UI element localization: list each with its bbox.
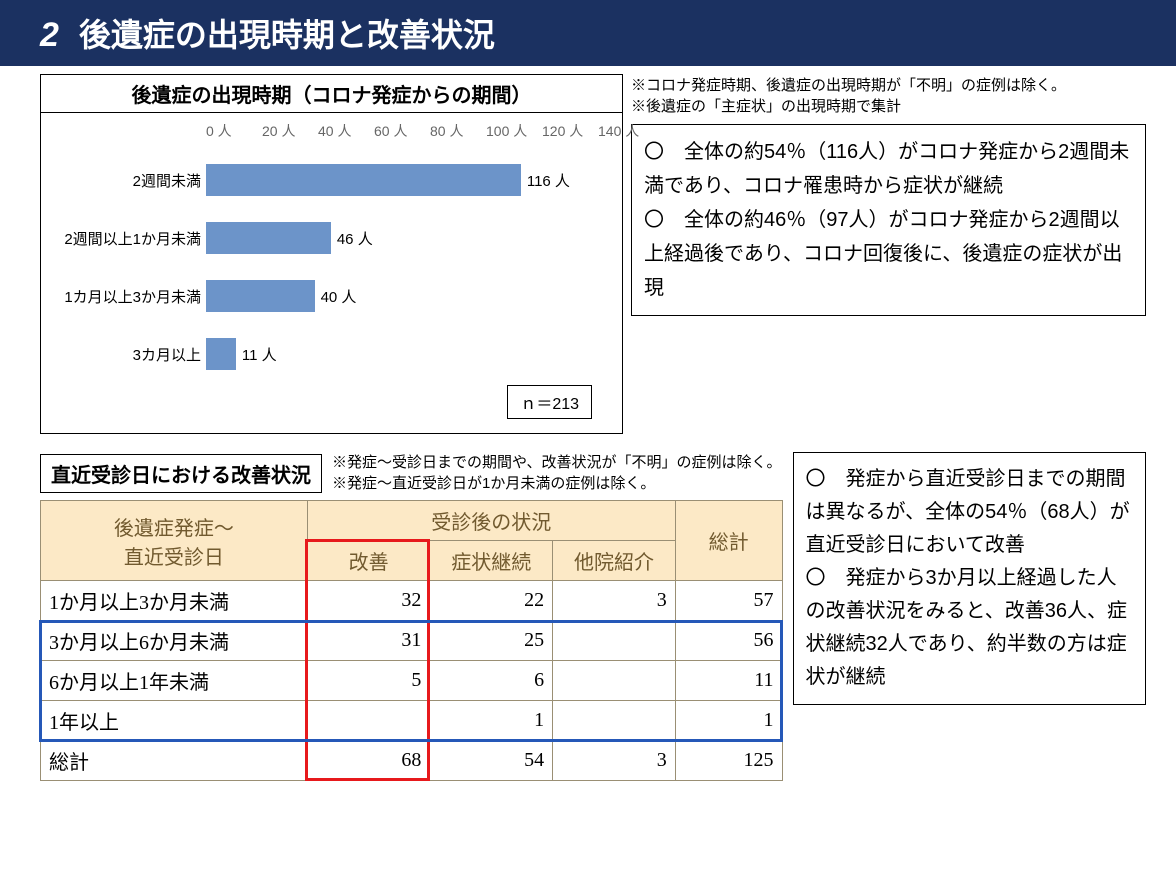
data-cell: 31 bbox=[307, 621, 430, 661]
bar-category-label: 1カ月以上3か月未満 bbox=[56, 286, 201, 307]
content-area: 後遺症の出現時期（コロナ発症からの期間） ｎ＝213 0 人 20 人 40 人 60… bbox=[0, 66, 1176, 801]
bullet-line: 〇 全体の約54％（116人）がコロナ発症から2週間未満であり、コロナ罹患時から… bbox=[644, 135, 1133, 203]
row-label-cell: 総計 bbox=[41, 741, 308, 781]
bar-row: 2週間以上1か月未満46 人 bbox=[206, 213, 586, 263]
chart-plot-area: ｎ＝213 0 人 20 人 40 人 60 人 80 人 100 人 120 人 140 人… bbox=[41, 113, 622, 433]
section2-header-row: 直近受診日における改善状況 ※発症～受診日までの期間や、改善状況が「不明」の症例… bbox=[40, 452, 783, 494]
bar-row: 2週間未満116 人 bbox=[206, 155, 586, 205]
bar-category-label: 2週間未満 bbox=[56, 170, 201, 191]
col-header-total: 総計 bbox=[675, 501, 782, 581]
note-line: ※発症～直近受診日が1か月未満の症例は除く。 bbox=[332, 473, 782, 494]
data-cell bbox=[307, 701, 430, 741]
col-subheader: 改善 bbox=[307, 541, 430, 581]
table-row: 6か月以上1年未満56 11 bbox=[41, 661, 783, 701]
row-label-cell: 6か月以上1年未満 bbox=[41, 661, 308, 701]
bar bbox=[206, 222, 331, 254]
data-cell bbox=[553, 621, 676, 661]
data-cell: 56 bbox=[675, 621, 782, 661]
section-2: 直近受診日における改善状況 ※発症～受診日までの期間や、改善状況が「不明」の症例… bbox=[40, 452, 1146, 781]
bar bbox=[206, 338, 236, 370]
top-bullets-box: 〇 全体の約54％（116人）がコロナ発症から2週間未満であり、コロナ罹患時から… bbox=[631, 124, 1146, 316]
row-label-cell: 1か月以上3か月未満 bbox=[41, 581, 308, 621]
data-cell: 3 bbox=[553, 581, 676, 621]
table-row: 1か月以上3か月未満3222357 bbox=[41, 581, 783, 621]
col-header-status-group: 受診後の状況 bbox=[307, 501, 675, 541]
data-cell bbox=[553, 701, 676, 741]
table-row: 3か月以上6か月未満3125 56 bbox=[41, 621, 783, 661]
data-cell: 57 bbox=[675, 581, 782, 621]
top-notes: ※コロナ発症時期、後遺症の出現時期が「不明」の症例は除く。※後遺症の「主症状」の… bbox=[631, 74, 1146, 116]
data-cell: 68 bbox=[307, 741, 430, 781]
section2-notes: ※発症～受診日までの期間や、改善状況が「不明」の症例は除く。※発症～直近受診日が… bbox=[332, 452, 782, 494]
data-cell: 3 bbox=[553, 741, 676, 781]
bar-value-label: 40 人 bbox=[321, 286, 357, 307]
bar bbox=[206, 164, 521, 196]
bar-value-label: 46 人 bbox=[337, 228, 373, 249]
banner-number: 2 bbox=[40, 16, 59, 55]
note-line: ※発症～受診日までの期間や、改善状況が「不明」の症例は除く。 bbox=[332, 452, 782, 473]
data-cell: 1 bbox=[675, 701, 782, 741]
bullet-line: 〇 発症から3か月以上経過した人の改善状況をみると、改善36人、症状継続32人で… bbox=[806, 562, 1133, 694]
x-tick-label: 40 人 bbox=[318, 121, 328, 141]
x-tick-label: 140 人 bbox=[598, 121, 608, 141]
data-cell: 22 bbox=[430, 581, 553, 621]
row-label-cell: 1年以上 bbox=[41, 701, 308, 741]
chart-container: 後遺症の出現時期（コロナ発症からの期間） ｎ＝213 0 人 20 人 40 人 60… bbox=[40, 74, 623, 434]
data-cell: 32 bbox=[307, 581, 430, 621]
data-cell: 54 bbox=[430, 741, 553, 781]
note-line: ※後遺症の「主症状」の出現時期で集計 bbox=[631, 95, 1146, 116]
table-row: 1年以上 1 1 bbox=[41, 701, 783, 741]
bar bbox=[206, 280, 315, 312]
col-header-period: 後遺症発症～直近受診日 bbox=[41, 501, 308, 581]
bar-row: 3カ月以上11 人 bbox=[206, 329, 586, 379]
x-tick-label: 60 人 bbox=[374, 121, 384, 141]
bar-category-label: 3カ月以上 bbox=[56, 344, 201, 365]
row-label-cell: 3か月以上6か月未満 bbox=[41, 621, 308, 661]
x-tick-label: 80 人 bbox=[430, 121, 440, 141]
x-tick-label: 100 人 bbox=[486, 121, 496, 141]
chart-title: 後遺症の出現時期（コロナ発症からの期間） bbox=[41, 75, 622, 113]
x-tick-label: 20 人 bbox=[262, 121, 272, 141]
note-line: ※コロナ発症時期、後遺症の出現時期が「不明」の症例は除く。 bbox=[631, 74, 1146, 95]
bullet-line: 〇 全体の約46％（97人）がコロナ発症から2週間以上経過後であり、コロナ回復後… bbox=[644, 203, 1133, 305]
x-tick-label: 0 人 bbox=[206, 121, 216, 141]
table-row: 総計68543125 bbox=[41, 741, 783, 781]
section2-title: 直近受診日における改善状況 bbox=[40, 454, 322, 493]
data-cell: 6 bbox=[430, 661, 553, 701]
section-banner: 2 後遺症の出現時期と改善状況 bbox=[0, 0, 1176, 66]
chart-n-label: ｎ＝213 bbox=[507, 385, 592, 419]
bar-row: 1カ月以上3か月未満40 人 bbox=[206, 271, 586, 321]
data-cell: 11 bbox=[675, 661, 782, 701]
bar-value-label: 11 人 bbox=[242, 344, 277, 365]
bar-value-label: 116 人 bbox=[527, 170, 570, 191]
col-subheader: 症状継続 bbox=[430, 541, 553, 581]
top-row: 後遺症の出現時期（コロナ発症からの期間） ｎ＝213 0 人 20 人 40 人 60… bbox=[40, 74, 1146, 434]
data-cell: 125 bbox=[675, 741, 782, 781]
section2-bullets-box: 〇 発症から直近受診日までの期間は異なるが、全体の54％（68人）が直近受診日に… bbox=[793, 452, 1146, 705]
banner-title: 後遺症の出現時期と改善状況 bbox=[79, 10, 495, 56]
top-right-column: ※コロナ発症時期、後遺症の出現時期が「不明」の症例は除く。※後遺症の「主症状」の… bbox=[631, 74, 1146, 316]
bullet-line: 〇 発症から直近受診日までの期間は異なるが、全体の54％（68人）が直近受診日に… bbox=[806, 463, 1133, 562]
x-tick-label: 120 人 bbox=[542, 121, 552, 141]
improvement-table: 後遺症発症～直近受診日受診後の状況総計改善症状継続他院紹介1か月以上3か月未満3… bbox=[40, 500, 783, 781]
col-subheader: 他院紹介 bbox=[553, 541, 676, 581]
data-cell: 1 bbox=[430, 701, 553, 741]
data-cell bbox=[553, 661, 676, 701]
section2-left: 直近受診日における改善状況 ※発症～受診日までの期間や、改善状況が「不明」の症例… bbox=[40, 452, 783, 781]
data-cell: 5 bbox=[307, 661, 430, 701]
table-wrapper: 後遺症発症～直近受診日受診後の状況総計改善症状継続他院紹介1か月以上3か月未満3… bbox=[40, 500, 783, 781]
data-cell: 25 bbox=[430, 621, 553, 661]
bar-category-label: 2週間以上1か月未満 bbox=[56, 228, 201, 249]
